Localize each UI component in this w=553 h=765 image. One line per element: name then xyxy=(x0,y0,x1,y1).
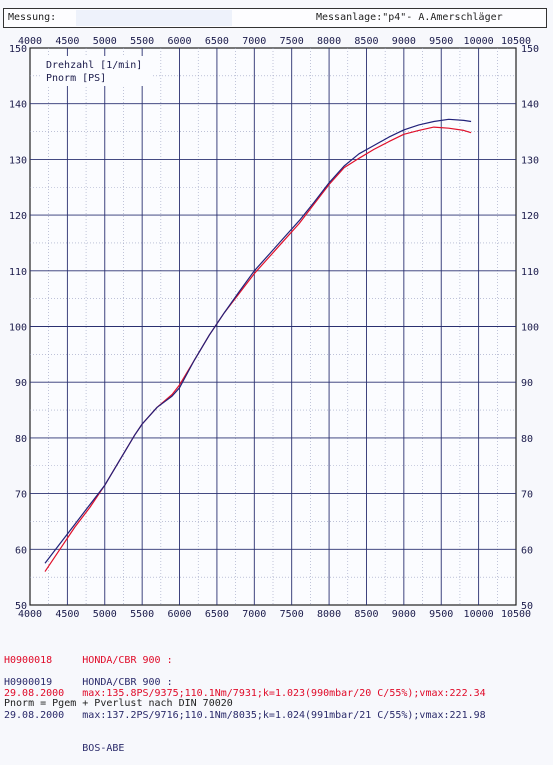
x-tick-label-bottom: 10000 xyxy=(464,609,494,620)
y-tick-label-left: 60 xyxy=(15,545,27,556)
run-extra: BOS-ABE xyxy=(82,743,125,754)
y-tick-label-left: 140 xyxy=(9,100,27,111)
x-tick-label-top: 4500 xyxy=(55,36,79,47)
y-tick-label-right: 150 xyxy=(521,44,539,55)
measurement-label: Messung: xyxy=(8,12,57,23)
run-date: 29.08.2000 xyxy=(4,688,65,699)
x-tick-label-bottom: 10500 xyxy=(501,609,531,620)
series-line-H0900019 xyxy=(44,118,472,564)
x-tick-label-top: 8000 xyxy=(317,36,341,47)
y-tick-label-right: 70 xyxy=(521,490,533,501)
y-tick-label-right: 120 xyxy=(521,211,539,222)
x-tick-label-bottom: 4000 xyxy=(18,609,42,620)
y-tick-label-right: 80 xyxy=(521,434,533,445)
x-tick-label-bottom: 6500 xyxy=(205,609,229,620)
x-tick-label-bottom: 9500 xyxy=(429,609,453,620)
x-tick-label-bottom: 5000 xyxy=(93,609,117,620)
y-tick-label-left: 150 xyxy=(9,44,27,55)
y-tick-label-right: 110 xyxy=(521,267,539,278)
y-tick-label-left: 130 xyxy=(9,155,27,166)
y-tick-label-left: 50 xyxy=(15,601,27,612)
x-tick-label-bottom: 8000 xyxy=(317,609,341,620)
x-tick-label-bottom: 8500 xyxy=(354,609,378,620)
measurement-value-field xyxy=(76,10,232,26)
run-details: max:135.8PS/9375;110.1Nm/7931;k=1.023(99… xyxy=(82,688,486,699)
y-tick-label-left: 100 xyxy=(9,323,27,334)
y-tick-label-left: 90 xyxy=(15,378,27,389)
x-tick-label-top: 6000 xyxy=(167,36,191,47)
y-tick-label-left: 70 xyxy=(15,490,27,501)
y-tick-label-right: 50 xyxy=(521,601,533,612)
x-tick-label-bottom: 5500 xyxy=(130,609,154,620)
y-tick-label-left: 120 xyxy=(9,211,27,222)
run-id: H0900019 xyxy=(4,677,53,688)
x-tick-label-bottom: 7000 xyxy=(242,609,266,620)
x-tick-label-top: 9000 xyxy=(392,36,416,47)
measurement-header: Messung: Messanlage:"p4"- A.Amerschläger xyxy=(3,8,547,28)
x-tick-label-top: 10000 xyxy=(464,36,494,47)
y-tick-label-right: 60 xyxy=(521,545,533,556)
y-tick-label-left: 110 xyxy=(9,267,27,278)
run-legend-1: H0900018 HONDA/CBR 900 : 29.08.2000 max:… xyxy=(4,633,486,710)
run-model: HONDA/CBR 900 : xyxy=(82,655,173,666)
x-tick-label-top: 4000 xyxy=(18,36,42,47)
run-date: 29.08.2000 xyxy=(4,710,65,721)
x-tick-label-top: 10500 xyxy=(501,36,531,47)
footer-formula: Pnorm = Pgem + Pverlust nach DIN 70020 xyxy=(4,698,233,709)
x-tick-label-top: 8500 xyxy=(354,36,378,47)
x-tick-label-top: 9500 xyxy=(429,36,453,47)
run-model: HONDA/CBR 900 : xyxy=(82,677,173,688)
y-tick-label-right: 130 xyxy=(521,155,539,166)
x-tick-label-bottom: 9000 xyxy=(392,609,416,620)
x-tick-label-top: 5000 xyxy=(93,36,117,47)
run-id: H0900018 xyxy=(4,655,53,666)
y-tick-label-right: 100 xyxy=(521,323,539,334)
x-tick-label-top: 7000 xyxy=(242,36,266,47)
y-axis-label: Pnorm [PS] xyxy=(46,73,106,84)
x-tick-label-top: 6500 xyxy=(205,36,229,47)
run-legend-2: H0900019 HONDA/CBR 900 : 29.08.2000 max:… xyxy=(4,655,486,765)
run-details: max:137.2PS/9716;110.1Nm/8035;k=1.024(99… xyxy=(82,710,486,721)
dyno-chart: 4000 4000 4500 4500 5000 5000 5500 5500 6000 6000… xyxy=(9,36,539,620)
y-tick-label-left: 80 xyxy=(15,434,27,445)
y-tick-label-right: 90 xyxy=(521,378,533,389)
x-tick-label-bottom: 4500 xyxy=(55,609,79,620)
x-axis-label: Drehzahl [1/min] xyxy=(46,60,142,71)
test-facility-label: Messanlage:"p4"- A.Amerschläger xyxy=(316,12,503,23)
x-tick-label-top: 5500 xyxy=(130,36,154,47)
y-tick-label-right: 140 xyxy=(521,100,539,111)
x-tick-label-bottom: 7500 xyxy=(280,609,304,620)
x-tick-label-bottom: 6000 xyxy=(167,609,191,620)
axis-label-backdrop xyxy=(42,56,152,86)
x-tick-label-top: 7500 xyxy=(280,36,304,47)
